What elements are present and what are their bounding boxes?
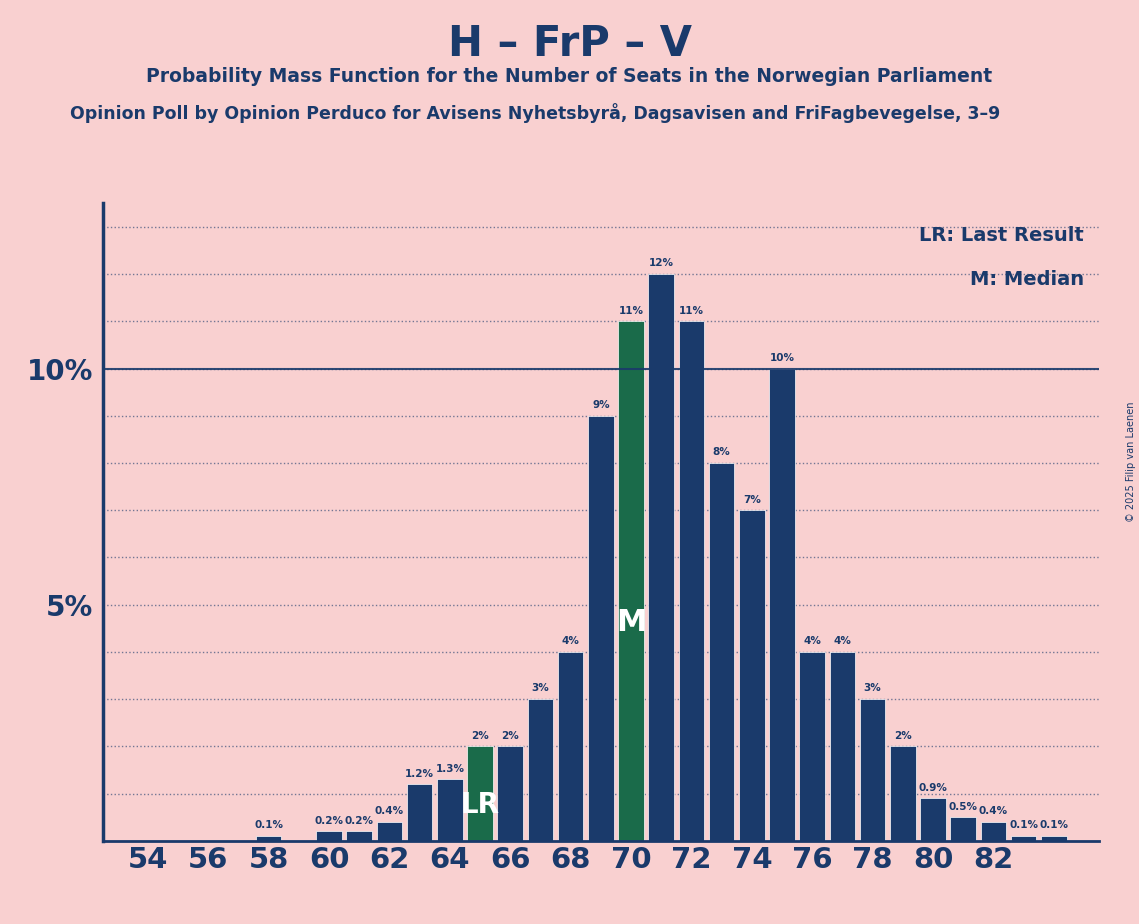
Text: 2%: 2%	[501, 731, 519, 741]
Text: 0.2%: 0.2%	[314, 816, 344, 826]
Bar	[498, 747, 523, 841]
Bar	[1010, 836, 1036, 841]
Text: 2%: 2%	[894, 731, 911, 741]
Text: 8%: 8%	[713, 447, 730, 457]
Text: 0.5%: 0.5%	[949, 801, 977, 811]
Text: © 2025 Filip van Laenen: © 2025 Filip van Laenen	[1125, 402, 1136, 522]
Text: 1.2%: 1.2%	[405, 769, 434, 779]
Text: 4%: 4%	[803, 637, 821, 646]
Text: 0.1%: 0.1%	[1039, 821, 1068, 831]
Text: 0.4%: 0.4%	[375, 807, 404, 816]
Text: 9%: 9%	[592, 400, 609, 410]
Bar	[618, 322, 644, 841]
Text: M: M	[616, 608, 646, 638]
Text: M: Median: M: Median	[970, 270, 1084, 289]
Text: 0.2%: 0.2%	[345, 816, 374, 826]
Text: 7%: 7%	[743, 494, 761, 505]
Text: Probability Mass Function for the Number of Seats in the Norwegian Parliament: Probability Mass Function for the Number…	[147, 67, 992, 86]
Bar	[769, 369, 795, 841]
Text: 0.1%: 0.1%	[1009, 821, 1038, 831]
Bar	[467, 747, 493, 841]
Text: 3%: 3%	[532, 684, 549, 694]
Bar	[527, 699, 554, 841]
Bar	[739, 510, 764, 841]
Bar	[708, 463, 735, 841]
Text: 0.4%: 0.4%	[978, 807, 1008, 816]
Bar	[256, 836, 281, 841]
Bar	[407, 784, 433, 841]
Text: 2%: 2%	[472, 731, 489, 741]
Bar	[588, 416, 614, 841]
Text: 1.3%: 1.3%	[435, 764, 465, 773]
Bar	[317, 832, 342, 841]
Bar	[950, 817, 976, 841]
Bar	[346, 832, 372, 841]
Text: H – FrP – V: H – FrP – V	[448, 23, 691, 65]
Text: 10%: 10%	[770, 353, 795, 363]
Bar	[860, 699, 885, 841]
Text: LR: Last Result: LR: Last Result	[919, 225, 1084, 245]
Bar	[829, 652, 855, 841]
Text: 12%: 12%	[649, 259, 674, 269]
Bar	[1041, 836, 1066, 841]
Text: 4%: 4%	[834, 637, 851, 646]
Bar	[648, 274, 674, 841]
Bar	[437, 780, 462, 841]
Bar	[679, 322, 704, 841]
Bar	[800, 652, 825, 841]
Text: 3%: 3%	[863, 684, 882, 694]
Bar	[377, 822, 402, 841]
Bar	[920, 798, 945, 841]
Bar	[981, 822, 1006, 841]
Bar	[558, 652, 583, 841]
Text: 0.1%: 0.1%	[254, 821, 284, 831]
Text: 4%: 4%	[562, 637, 580, 646]
Text: 0.9%: 0.9%	[918, 783, 948, 793]
Bar	[890, 747, 916, 841]
Text: 11%: 11%	[618, 306, 644, 316]
Text: Opinion Poll by Opinion Perduco for Avisens Nyhetsbyrå, Dagsavisen and FriFagbev: Opinion Poll by Opinion Perduco for Avis…	[71, 103, 1000, 124]
Text: 11%: 11%	[679, 306, 704, 316]
Text: LR: LR	[460, 791, 500, 819]
